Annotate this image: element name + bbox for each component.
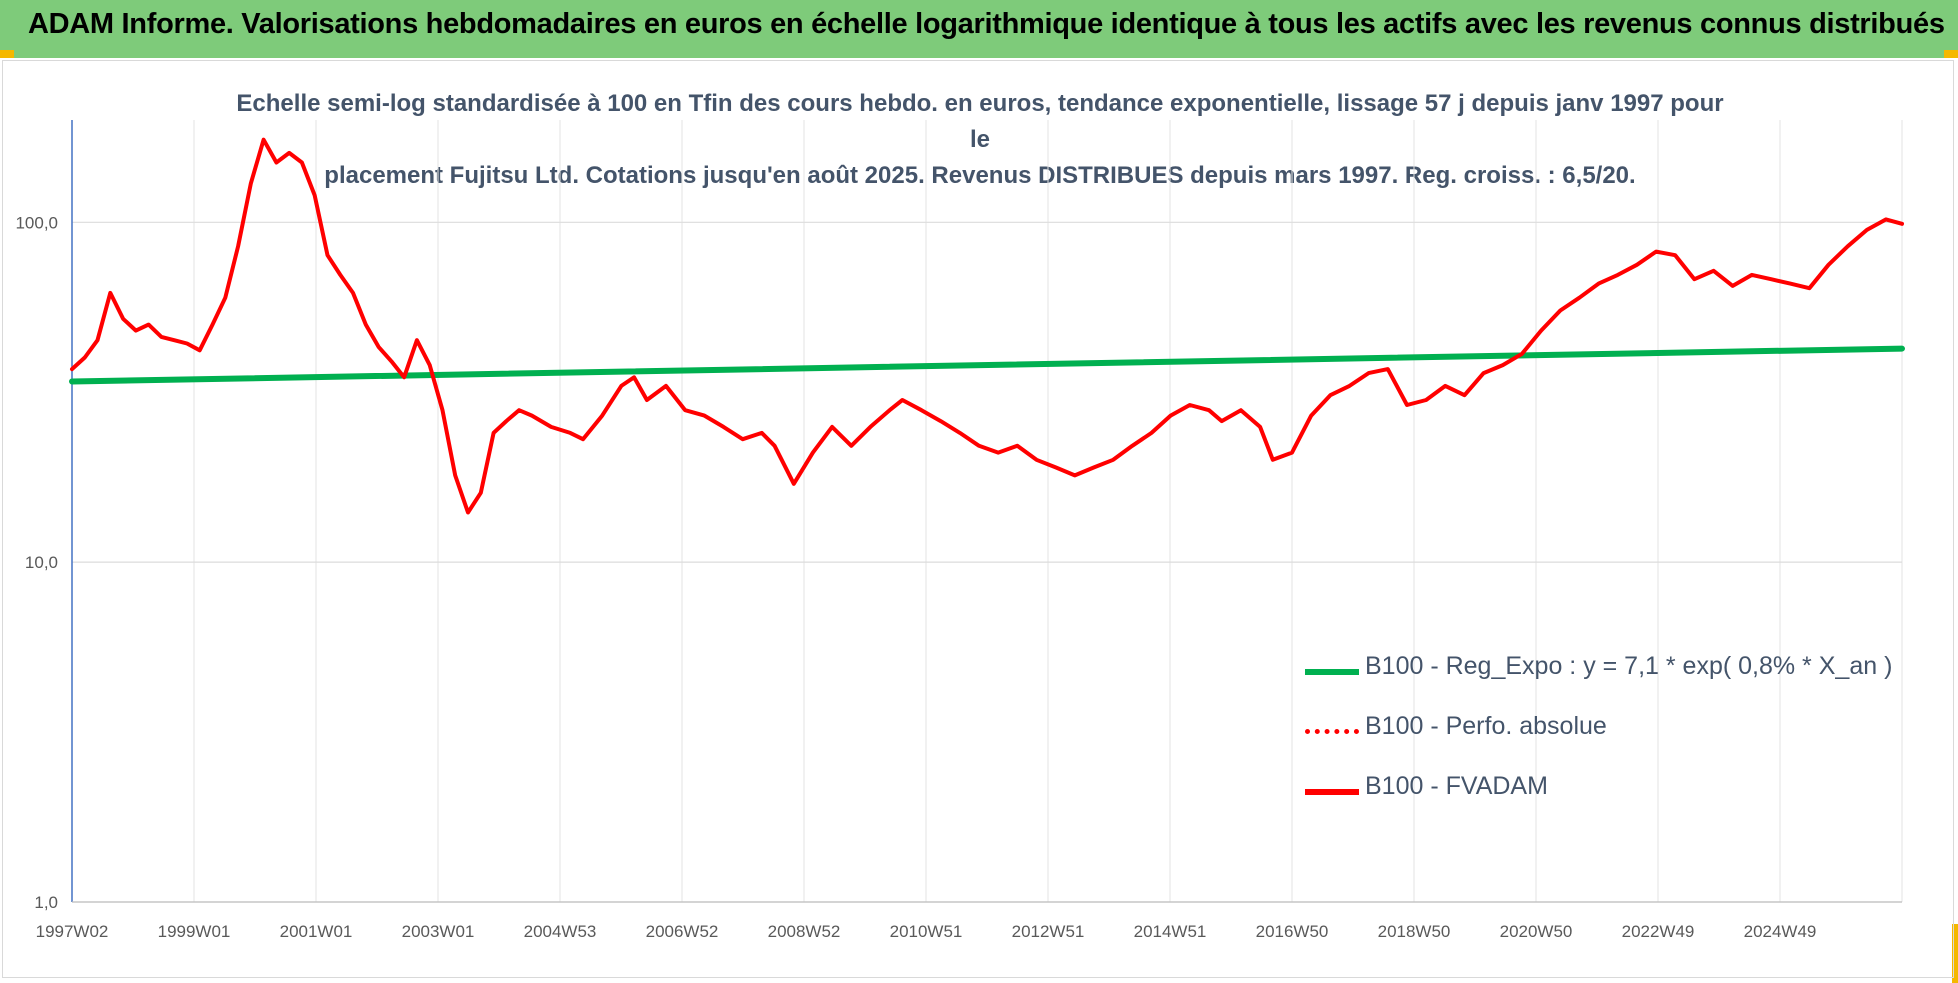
corner-marker-top-left [0,50,14,58]
x-tick-label: 2020W50 [1500,922,1573,941]
x-tick-label: 2012W51 [1012,922,1085,941]
x-tick-label: 2024W49 [1744,922,1817,941]
corner-marker-bottom-right [1952,924,1958,983]
corner-marker-top-right [1944,50,1958,58]
legend-label-perfo: B100 - Perfo. absolue [1365,712,1607,740]
x-tick-label: 2001W01 [280,922,353,941]
chart-frame [2,60,1954,978]
legend-label-fvadam: B100 - FVADAM [1365,772,1548,800]
legend-swatch-perfo [1305,729,1359,734]
series-line-fvadam [70,137,1904,515]
x-tick-label: 2008W52 [768,922,841,941]
x-tick-label: 2016W50 [1256,922,1329,941]
y-tick-label: 100,0 [15,213,58,232]
y-tick-label: 1,0 [34,893,58,912]
chart-title: Echelle semi-log standardisée à 100 en T… [230,86,1730,194]
x-tick-label: 2006W52 [646,922,719,941]
banner-title: ADAM Informe. Valorisations hebdomadaire… [28,8,1945,40]
legend-swatch-fvadam [1305,789,1359,795]
legend-label-regression: B100 - Reg_Expo : y = 7,1 * exp( 0,8% * … [1365,652,1893,680]
chart-title-line-2: placement Fujitsu Ltd. Cotations jusqu'e… [324,162,1636,189]
x-tick-label: 1997W02 [36,922,109,941]
x-tick-label: 2004W53 [524,922,597,941]
legend-swatch-regression [1305,669,1359,675]
title-banner: ADAM Informe. Valorisations hebdomadaire… [0,0,1958,58]
x-tick-label: 1999W01 [158,922,231,941]
x-tick-label: 2022W49 [1622,922,1695,941]
x-tick-label: 2014W51 [1134,922,1207,941]
chart-title-line-1: Echelle semi-log standardisée à 100 en T… [236,90,1724,153]
y-tick-label: 10,0 [25,553,58,572]
x-tick-label: 2018W50 [1378,922,1451,941]
series-line-regression [69,345,1905,385]
x-tick-label: 2010W51 [890,922,963,941]
x-tick-label: 2003W01 [402,922,475,941]
